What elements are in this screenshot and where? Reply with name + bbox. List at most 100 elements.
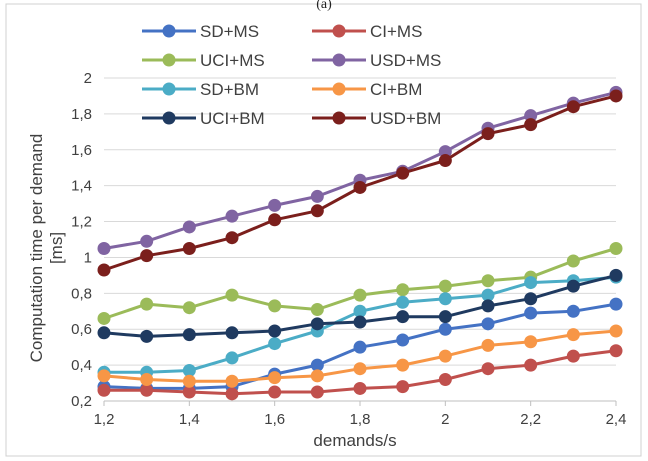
x-tick-label: 2 [441, 411, 449, 428]
data-point-uci-ms [140, 297, 154, 311]
legend-label: SD+MS [200, 22, 259, 41]
data-point-uci-ms [310, 302, 324, 316]
data-point-usd-bm [225, 231, 239, 245]
data-point-usd-bm [524, 118, 538, 132]
data-point-uci-bm [566, 279, 580, 293]
data-point-ci-ms [268, 385, 282, 399]
data-point-usd-bm [268, 213, 282, 227]
legend-swatch-marker [332, 53, 346, 67]
legend: SD+MS CI+MS UCI+MS USD+MS SD+BM CI+BM UCI+BM US… [142, 22, 441, 128]
data-point-ci-ms [481, 362, 495, 376]
data-point-usd-bm [182, 241, 196, 255]
data-point-ci-bm [609, 324, 623, 338]
x-tick-label: 2,2 [520, 411, 541, 428]
x-axis-title: demands/s [313, 431, 396, 450]
data-point-usd-bm [353, 180, 367, 194]
data-point-usd-bm [566, 100, 580, 114]
data-point-ci-bm [268, 371, 282, 385]
data-point-usd-ms [524, 109, 538, 123]
data-point-uci-ms [566, 254, 580, 268]
y-tick-label: 0,4 [71, 357, 92, 374]
x-tick-label: 1,2 [94, 411, 115, 428]
data-point-uci-ms [438, 279, 452, 293]
data-point-uci-bm [225, 326, 239, 340]
data-point-usd-ms [140, 234, 154, 248]
data-point-usd-bm [140, 249, 154, 263]
data-point-ci-ms [182, 385, 196, 399]
data-point-uci-bm [438, 310, 452, 324]
x-tick-label: 1,8 [350, 411, 371, 428]
data-point-sd-ms [353, 340, 367, 354]
legend-label: USD+MS [370, 51, 441, 70]
y-tick-label: 1,8 [71, 106, 92, 123]
data-point-uci-ms [609, 241, 623, 255]
data-point-ci-bm [140, 372, 154, 386]
data-point-ci-ms [140, 383, 154, 397]
data-point-ci-ms [396, 380, 410, 394]
legend-item-uci-ms: UCI+MS [142, 51, 265, 70]
y-tick-label: 1 [84, 249, 92, 266]
legend-swatch-marker [162, 24, 176, 38]
data-point-sd-bm [182, 363, 196, 377]
legend-item-ci-ms: CI+MS [312, 22, 422, 41]
data-point-sd-bm [438, 292, 452, 306]
y-tick-label: 1,6 [71, 142, 92, 159]
data-point-usd-bm [310, 204, 324, 218]
y-tick-label: 0,2 [71, 393, 92, 410]
data-point-uci-bm [268, 324, 282, 338]
x-tick-label: 2,4 [606, 411, 627, 428]
data-point-ci-ms [310, 385, 324, 399]
data-point-usd-ms [268, 198, 282, 212]
data-point-ci-ms [353, 381, 367, 395]
data-point-sd-ms [481, 317, 495, 331]
legend-item-ci-bm: CI+BM [312, 80, 422, 99]
data-point-uci-bm [396, 310, 410, 324]
data-point-sd-ms [609, 297, 623, 311]
data-point-sd-bm [524, 276, 538, 290]
legend-swatch-marker [162, 53, 176, 67]
y-tick-label: 0,6 [71, 321, 92, 338]
series-group [97, 85, 623, 401]
data-point-ci-ms [609, 344, 623, 358]
data-point-sd-bm [268, 337, 282, 351]
legend-swatch-marker [332, 82, 346, 96]
legend-item-usd-ms: USD+MS [312, 51, 441, 70]
data-point-uci-bm [182, 328, 196, 342]
data-point-uci-ms [396, 283, 410, 297]
data-point-usd-bm [438, 154, 452, 168]
data-point-usd-ms [310, 189, 324, 203]
data-point-usd-bm [609, 89, 623, 103]
series-usd-ms [97, 85, 623, 255]
data-point-sd-bm [396, 295, 410, 309]
data-point-ci-ms [97, 383, 111, 397]
data-point-uci-bm [609, 268, 623, 282]
chart-frame [5, 3, 642, 457]
data-point-usd-bm [396, 166, 410, 180]
y-tick-label: 1,2 [71, 214, 92, 231]
x-tick-label: 1,4 [179, 411, 200, 428]
y-axis-title-main: Computation time per demand [27, 134, 46, 363]
series-uci-bm [97, 268, 623, 343]
data-point-uci-ms [268, 299, 282, 313]
data-point-uci-ms [481, 274, 495, 288]
data-point-usd-ms [97, 241, 111, 255]
series-ci-bm [97, 324, 623, 388]
y-tick-label: 2 [84, 70, 92, 87]
data-point-uci-ms [225, 288, 239, 302]
data-point-uci-bm [97, 326, 111, 340]
data-point-sd-ms [310, 358, 324, 372]
data-point-ci-ms [566, 349, 580, 363]
data-point-ci-bm [438, 349, 452, 363]
legend-label: SD+BM [200, 80, 259, 99]
legend-item-sd-bm: SD+BM [142, 80, 259, 99]
data-point-uci-ms [182, 301, 196, 315]
data-point-ci-bm [524, 335, 538, 349]
data-point-uci-bm [140, 329, 154, 343]
legend-swatch-marker [332, 24, 346, 38]
data-point-usd-ms [438, 145, 452, 159]
data-point-ci-bm [396, 358, 410, 372]
data-point-usd-bm [97, 263, 111, 277]
legend-item-usd-bm: USD+BM [312, 109, 441, 128]
series-usd-bm [97, 89, 623, 277]
